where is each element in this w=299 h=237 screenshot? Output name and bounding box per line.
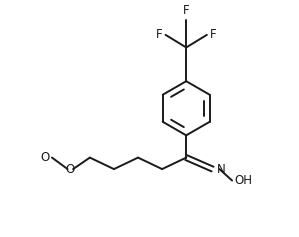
Text: O: O <box>66 163 75 176</box>
Text: F: F <box>183 4 190 17</box>
Text: OH: OH <box>234 174 252 187</box>
Text: F: F <box>155 28 162 41</box>
Text: N: N <box>217 163 226 176</box>
Text: F: F <box>210 28 217 41</box>
Text: O: O <box>40 151 49 164</box>
